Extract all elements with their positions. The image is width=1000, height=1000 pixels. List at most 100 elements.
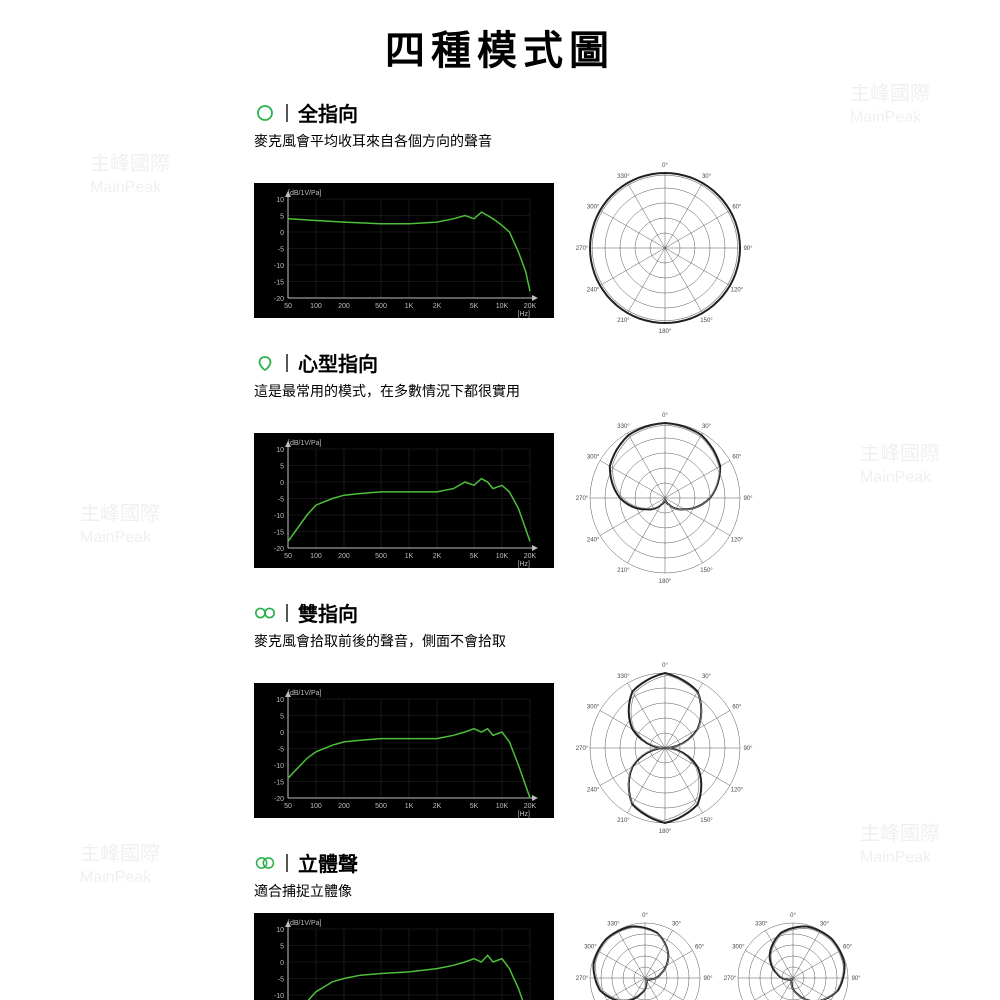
svg-text:30°: 30° — [702, 174, 712, 180]
svg-text:240°: 240° — [587, 288, 600, 294]
svg-text:0°: 0° — [662, 163, 668, 169]
svg-text:0°: 0° — [662, 413, 668, 419]
svg-text:500: 500 — [375, 553, 387, 560]
svg-text:200: 200 — [338, 303, 350, 310]
svg-text:300°: 300° — [732, 945, 745, 951]
title-separator — [286, 604, 288, 622]
svg-text:-5: -5 — [278, 977, 284, 984]
frequency-response-chart: -20-15-10-50510501002005001K2K5K10K20K[d… — [254, 433, 554, 568]
polar-pattern-pair: 0°30°60°90°120°150°180°210°240°270°300°3… — [574, 907, 864, 1000]
svg-text:330°: 330° — [607, 921, 620, 927]
svg-text:-5: -5 — [278, 747, 284, 754]
svg-text:[Hz]: [Hz] — [518, 311, 531, 318]
svg-text:60°: 60° — [695, 945, 705, 951]
figure8-outline-icon — [254, 602, 276, 624]
svg-text:-20: -20 — [274, 546, 284, 553]
svg-text:0°: 0° — [790, 913, 796, 919]
svg-text:50: 50 — [284, 303, 292, 310]
svg-text:5K: 5K — [470, 303, 479, 310]
mode-body: -20-15-10-50510501002005001K2K5K10K20K[d… — [254, 157, 1000, 344]
svg-text:300°: 300° — [587, 705, 600, 711]
svg-text:330°: 330° — [617, 174, 630, 180]
svg-text:240°: 240° — [587, 788, 600, 794]
svg-text:0: 0 — [280, 730, 284, 737]
svg-text:90°: 90° — [743, 246, 753, 252]
svg-text:300°: 300° — [587, 205, 600, 211]
mode-body: -20-15-10-50510501002005001K2K5K10K20K[d… — [254, 657, 1000, 844]
mode-omni: 全指向 麥克風會平均收耳來自各個方向的聲音 -20-15-10-50510501… — [0, 98, 1000, 344]
svg-text:30°: 30° — [702, 424, 712, 430]
polar-pattern-chart: 0°30°60°90°120°150°180°210°240°270°300°3… — [574, 157, 756, 344]
svg-text:120°: 120° — [731, 288, 744, 294]
mode-stereo: 立體聲 適合捕捉立體像 -20-15-10-50510501002005001K… — [0, 848, 1000, 1000]
mode-cardioid: 心型指向 這是最常用的模式，在多數情況下都很實用 -20-15-10-50510… — [0, 348, 1000, 594]
page: 四種模式圖 全指向 麥克風會平均收耳來自各個方向的聲音 -20 -15 -10 -5 0… — [0, 0, 1000, 1000]
svg-text:1K: 1K — [405, 303, 414, 310]
svg-text:180°: 180° — [659, 329, 672, 335]
circle-outline-icon — [254, 102, 276, 124]
svg-text:2K: 2K — [433, 803, 442, 810]
svg-text:[dB/1V/Pa]: [dB/1V/Pa] — [288, 920, 322, 927]
svg-text:2K: 2K — [433, 303, 442, 310]
svg-text:0: 0 — [280, 230, 284, 237]
svg-text:5: 5 — [280, 714, 284, 721]
svg-text:-15: -15 — [274, 780, 284, 787]
svg-text:100: 100 — [310, 553, 322, 560]
svg-text:210°: 210° — [617, 818, 630, 824]
mode-head: 立體聲 — [254, 848, 1000, 877]
svg-text:10: 10 — [276, 197, 284, 204]
svg-text:1K: 1K — [405, 803, 414, 810]
svg-text:[dB/1V/Pa]: [dB/1V/Pa] — [288, 690, 322, 697]
frequency-response-chart: -20-15-10-50510501002005001K2K5K10K20K[d… — [254, 913, 554, 1000]
svg-text:90°: 90° — [743, 746, 753, 752]
svg-text:270°: 270° — [576, 246, 589, 252]
svg-text:5: 5 — [280, 464, 284, 471]
svg-text:0°: 0° — [642, 913, 648, 919]
svg-text:330°: 330° — [617, 674, 630, 680]
mode-head: 雙指向 — [254, 598, 1000, 627]
svg-text:180°: 180° — [659, 829, 672, 835]
svg-text:-10: -10 — [274, 763, 284, 770]
svg-text:300°: 300° — [587, 455, 600, 461]
mode-title: 全指向 — [298, 98, 358, 127]
svg-text:-5: -5 — [278, 497, 284, 504]
svg-text:60°: 60° — [732, 205, 742, 211]
svg-text:5K: 5K — [470, 553, 479, 560]
svg-text:270°: 270° — [576, 976, 589, 982]
page-title: 四種模式圖 — [0, 18, 1000, 76]
svg-text:120°: 120° — [731, 538, 744, 544]
svg-text:-5: -5 — [278, 247, 284, 254]
svg-text:200: 200 — [338, 553, 350, 560]
svg-text:120°: 120° — [731, 788, 744, 794]
mode-title: 雙指向 — [298, 598, 358, 627]
svg-text:150°: 150° — [700, 568, 713, 574]
title-separator — [286, 354, 288, 372]
svg-text:270°: 270° — [576, 496, 589, 502]
svg-text:-10: -10 — [274, 993, 284, 1000]
svg-text:1K: 1K — [405, 553, 414, 560]
svg-text:-10: -10 — [274, 513, 284, 520]
svg-text:270°: 270° — [576, 746, 589, 752]
mode-desc: 麥克風會平均收耳來自各個方向的聲音 — [254, 131, 1000, 151]
svg-text:[Hz]: [Hz] — [518, 561, 531, 568]
svg-text:5: 5 — [280, 214, 284, 221]
svg-text:30°: 30° — [672, 921, 682, 927]
svg-text:0°: 0° — [662, 663, 668, 669]
svg-text:-10: -10 — [274, 263, 284, 270]
svg-text:50: 50 — [284, 553, 292, 560]
modes-list: 全指向 麥克風會平均收耳來自各個方向的聲音 -20-15-10-50510501… — [0, 98, 1000, 1000]
svg-text:210°: 210° — [617, 318, 630, 324]
svg-text:20K: 20K — [524, 803, 537, 810]
svg-text:[Hz]: [Hz] — [518, 811, 531, 818]
svg-text:500: 500 — [375, 303, 387, 310]
mode-title: 立體聲 — [298, 848, 358, 877]
svg-text:0: 0 — [280, 480, 284, 487]
svg-text:20K: 20K — [524, 303, 537, 310]
svg-text:-15: -15 — [274, 280, 284, 287]
svg-text:100: 100 — [310, 803, 322, 810]
mode-head: 全指向 — [254, 98, 1000, 127]
mode-desc: 這是最常用的模式，在多數情況下都很實用 — [254, 381, 1000, 401]
svg-text:[dB/1V/Pa]: [dB/1V/Pa] — [288, 440, 322, 447]
svg-text:10K: 10K — [496, 803, 509, 810]
svg-text:50: 50 — [284, 803, 292, 810]
